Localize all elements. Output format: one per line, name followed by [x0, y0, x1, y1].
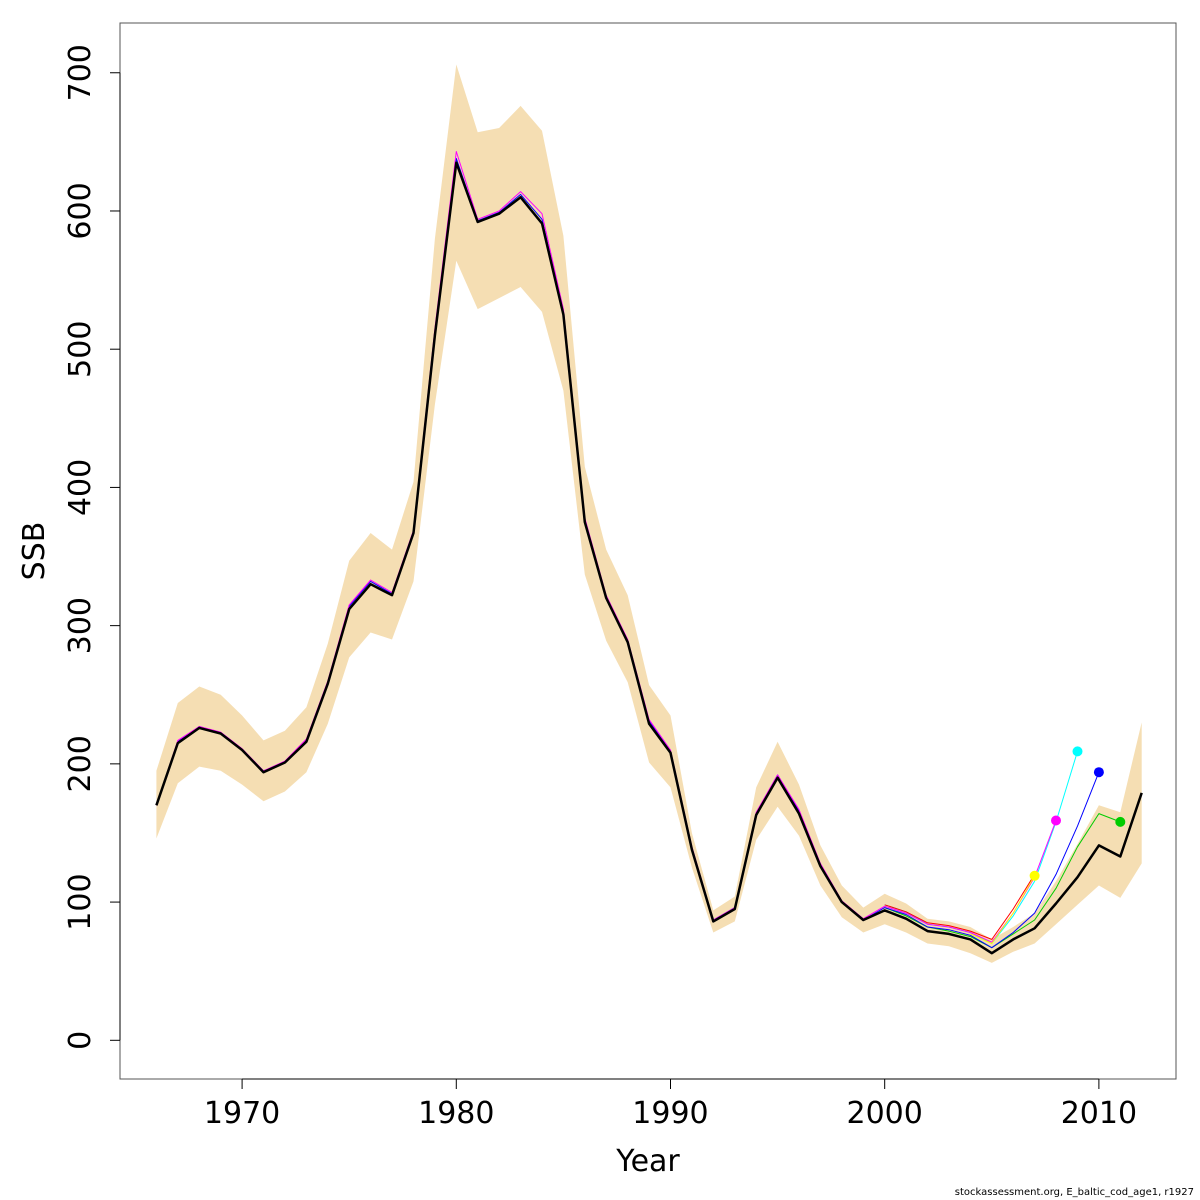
series-line-3 — [884, 751, 1078, 944]
marker-layer — [1029, 746, 1126, 881]
y-tick-label: 500 — [63, 321, 98, 378]
x-tick-label: 1980 — [418, 1096, 494, 1131]
series-line-0 — [155, 161, 1143, 955]
y-tick-label: 700 — [63, 44, 98, 101]
series-end-point-2 — [1093, 767, 1104, 778]
confidence-band-layer — [156, 64, 1142, 963]
credit-text: stockassessment.org, E_baltic_cod_age1, … — [954, 1187, 1194, 1198]
x-tick-label: 1990 — [632, 1096, 708, 1131]
y-tick-label: 600 — [63, 182, 98, 239]
series-line-4 — [155, 151, 1057, 943]
series-end-point-1 — [1115, 816, 1126, 827]
y-tick-label: 300 — [63, 597, 98, 654]
y-axis: 0 100 200 300 400 500 600 700 — [63, 44, 121, 1050]
series-line-2 — [155, 158, 1100, 949]
x-tick-label: 1970 — [204, 1096, 280, 1131]
series-line-5 — [884, 874, 1036, 940]
series-end-point-3 — [1072, 746, 1083, 757]
series-layer — [155, 151, 1143, 955]
x-tick-label: 2000 — [847, 1096, 923, 1131]
x-axis: 1970 1980 1990 2000 2010 — [204, 1078, 1137, 1131]
y-tick-label: 200 — [63, 735, 98, 792]
series-line-6 — [970, 875, 1036, 944]
series-end-point-4 — [1051, 815, 1061, 826]
x-axis-title: Year — [615, 1144, 680, 1179]
confidence-band — [156, 64, 1142, 963]
y-tick-label: 100 — [63, 873, 98, 930]
x-tick-label: 2010 — [1061, 1096, 1137, 1131]
series-end-point-6 — [1029, 870, 1040, 881]
plot-frame — [119, 22, 1177, 1080]
y-axis-title: SSB — [17, 522, 52, 581]
y-tick-label: 0 — [63, 1031, 98, 1050]
y-tick-label: 400 — [63, 459, 98, 516]
